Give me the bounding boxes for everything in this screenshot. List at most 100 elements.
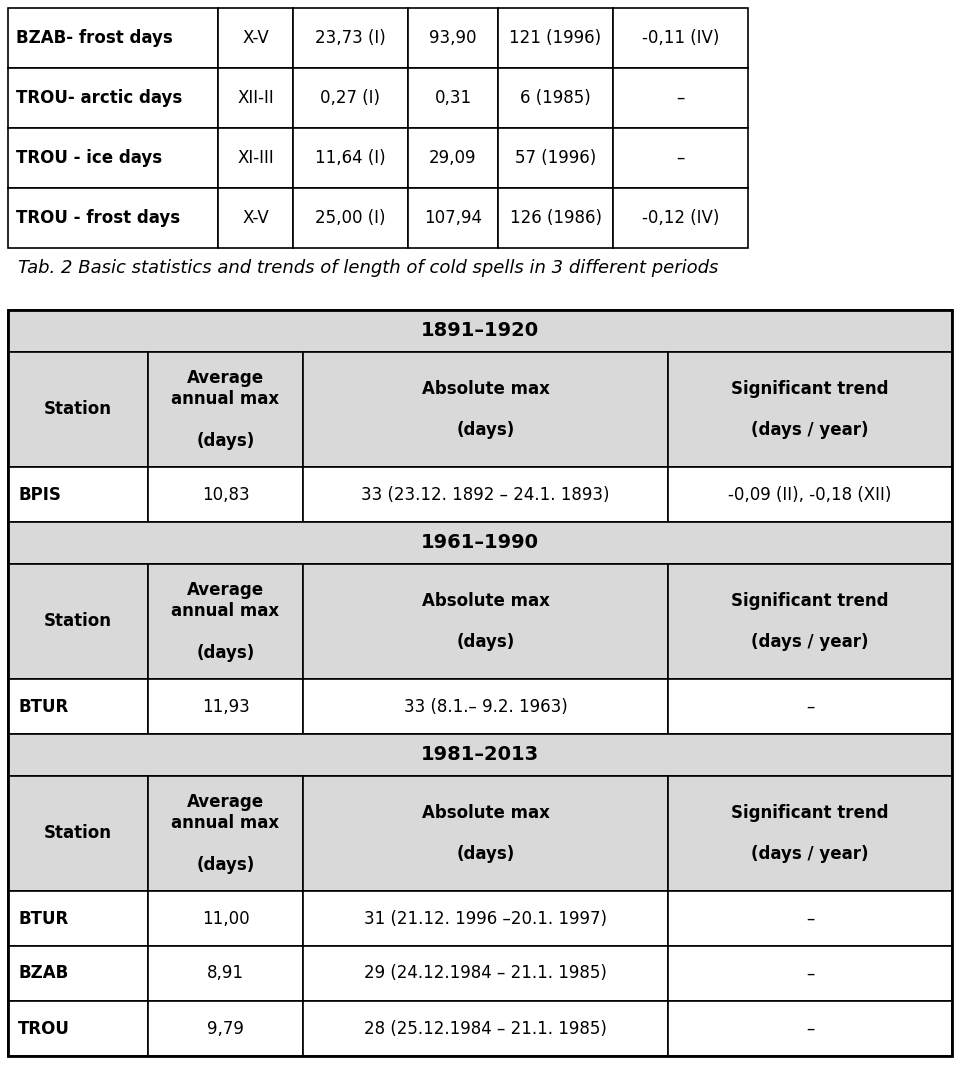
Bar — [293, 8, 408, 68]
Text: -0,11 (IV): -0,11 (IV) — [642, 29, 719, 47]
Bar — [148, 679, 303, 734]
Text: 6 (1985): 6 (1985) — [520, 89, 590, 107]
Bar — [408, 128, 498, 188]
Bar — [148, 946, 303, 1001]
Bar — [303, 467, 668, 522]
Text: -0,12 (IV): -0,12 (IV) — [642, 209, 719, 227]
Text: XI-III: XI-III — [237, 149, 274, 167]
Bar — [668, 946, 952, 1001]
Text: –: – — [676, 89, 684, 107]
Bar — [8, 310, 952, 1056]
Text: 57 (1996): 57 (1996) — [515, 149, 596, 167]
Text: XII-II: XII-II — [237, 89, 274, 107]
Bar — [408, 8, 498, 68]
Text: 0,27 (I): 0,27 (I) — [321, 89, 380, 107]
Bar — [8, 467, 148, 522]
Bar — [613, 188, 748, 248]
Text: 11,00: 11,00 — [202, 909, 250, 928]
Bar — [8, 128, 218, 188]
Bar — [303, 1001, 668, 1056]
Bar — [218, 8, 293, 68]
Bar — [8, 1001, 148, 1056]
Bar — [148, 467, 303, 522]
Bar — [613, 68, 748, 128]
Text: –: – — [805, 697, 814, 715]
Text: TROU - frost days: TROU - frost days — [16, 209, 180, 227]
Text: BZAB: BZAB — [18, 965, 68, 982]
Bar — [303, 564, 668, 679]
Text: 126 (1986): 126 (1986) — [510, 209, 602, 227]
Bar — [498, 128, 613, 188]
Bar — [8, 352, 148, 467]
Text: 33 (23.12. 1892 – 24.1. 1893): 33 (23.12. 1892 – 24.1. 1893) — [361, 486, 610, 503]
Bar — [8, 679, 148, 734]
Bar — [8, 8, 218, 68]
Bar — [303, 891, 668, 946]
Bar — [148, 1001, 303, 1056]
Text: 31 (21.12. 1996 –20.1. 1997): 31 (21.12. 1996 –20.1. 1997) — [364, 909, 607, 928]
Bar — [8, 946, 148, 1001]
Bar — [8, 522, 952, 564]
Text: 9,79: 9,79 — [207, 1019, 244, 1037]
Text: 107,94: 107,94 — [424, 209, 482, 227]
Text: 29 (24.12.1984 – 21.1. 1985): 29 (24.12.1984 – 21.1. 1985) — [364, 965, 607, 982]
Bar — [498, 8, 613, 68]
Bar — [613, 128, 748, 188]
Bar — [408, 68, 498, 128]
Text: X-V: X-V — [242, 209, 269, 227]
Bar — [8, 310, 952, 352]
Bar — [148, 564, 303, 679]
Bar — [303, 352, 668, 467]
Text: –: – — [676, 149, 684, 167]
Bar — [303, 679, 668, 734]
Text: 23,73 (I): 23,73 (I) — [315, 29, 386, 47]
Text: 11,93: 11,93 — [202, 697, 250, 715]
Text: TROU: TROU — [18, 1019, 70, 1037]
Text: BTUR: BTUR — [18, 697, 68, 715]
Text: Absolute max

(days): Absolute max (days) — [421, 379, 549, 439]
Bar — [148, 891, 303, 946]
Bar — [408, 188, 498, 248]
Bar — [8, 564, 148, 679]
Text: Station: Station — [44, 825, 112, 842]
Text: Absolute max

(days): Absolute max (days) — [421, 592, 549, 651]
Text: 11,64 (I): 11,64 (I) — [315, 149, 386, 167]
Text: 25,00 (I): 25,00 (I) — [315, 209, 386, 227]
Bar — [148, 352, 303, 467]
Bar — [668, 1001, 952, 1056]
Text: Significant trend

(days / year): Significant trend (days / year) — [732, 803, 889, 863]
Bar — [498, 68, 613, 128]
Text: BTUR: BTUR — [18, 909, 68, 928]
Text: 29,09: 29,09 — [429, 149, 477, 167]
Text: 0,31: 0,31 — [435, 89, 471, 107]
Text: BZAB- frost days: BZAB- frost days — [16, 29, 173, 47]
Bar — [303, 776, 668, 891]
Text: –: – — [805, 909, 814, 928]
Bar — [8, 734, 952, 776]
Text: 1961–1990: 1961–1990 — [421, 533, 539, 553]
Text: 121 (1996): 121 (1996) — [510, 29, 602, 47]
Text: TROU- arctic days: TROU- arctic days — [16, 89, 182, 107]
Text: X-V: X-V — [242, 29, 269, 47]
Text: TROU - ice days: TROU - ice days — [16, 149, 162, 167]
Text: Station: Station — [44, 400, 112, 418]
Text: 1981–2013: 1981–2013 — [420, 746, 540, 764]
Bar — [218, 68, 293, 128]
Bar — [218, 188, 293, 248]
Bar — [668, 352, 952, 467]
Bar — [8, 776, 148, 891]
Text: Significant trend

(days / year): Significant trend (days / year) — [732, 379, 889, 439]
Text: 8,91: 8,91 — [207, 965, 244, 982]
Text: 10,83: 10,83 — [202, 486, 250, 503]
Text: Station: Station — [44, 612, 112, 631]
Text: Significant trend

(days / year): Significant trend (days / year) — [732, 592, 889, 651]
Bar — [303, 946, 668, 1001]
Bar — [668, 679, 952, 734]
Bar — [8, 891, 148, 946]
Text: Absolute max

(days): Absolute max (days) — [421, 803, 549, 863]
Bar — [8, 188, 218, 248]
Bar — [293, 68, 408, 128]
Bar — [668, 564, 952, 679]
Bar — [8, 68, 218, 128]
Text: Average
annual max

(days): Average annual max (days) — [172, 581, 279, 661]
